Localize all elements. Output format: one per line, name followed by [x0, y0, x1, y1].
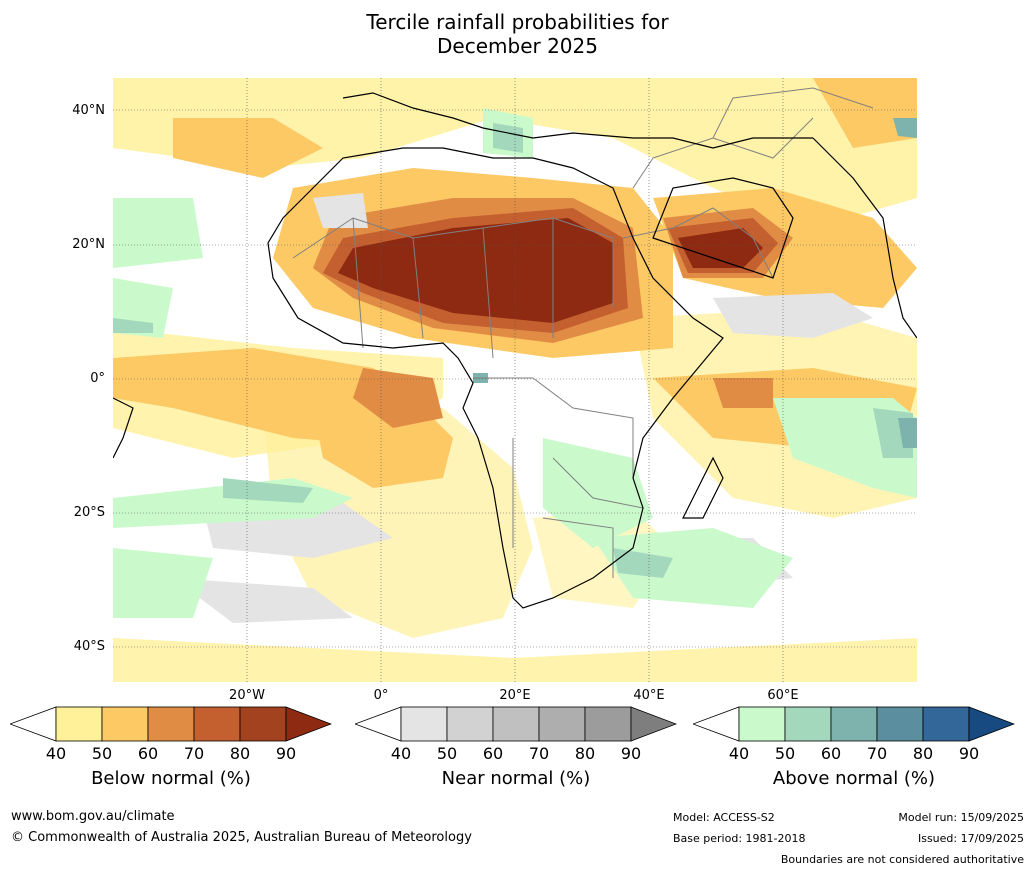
cbar-tick: 50: [774, 744, 796, 763]
footer-model: Model: ACCESS-S2: [673, 811, 775, 824]
lon-label-0: 0°: [373, 688, 389, 703]
footer-url[interactable]: www.bom.gov.au/climate: [11, 809, 175, 824]
country-borders: [292, 87, 874, 578]
title-line-1: Tercile rainfall probabilities for: [366, 10, 669, 34]
cbar-near-box: [492, 706, 540, 742]
colorbar-near-normal: [355, 706, 677, 742]
cbar-near-arrow-left: [355, 706, 402, 742]
lon-label-60e: 60°E: [767, 688, 799, 703]
footer-base-period: Base period: 1981-2018: [673, 832, 806, 845]
cbar-tick: 40: [728, 744, 750, 763]
cbar-below-box: [239, 706, 287, 742]
cbar-tick: 70: [183, 744, 205, 763]
cbar-above-box: [922, 706, 970, 742]
cbar-tick: 80: [574, 744, 596, 763]
colorbar-below-normal: [10, 706, 332, 742]
cbar-below-arrow-right: [285, 706, 332, 742]
cbar-tick: 80: [912, 744, 934, 763]
above-40-50-areas: [113, 108, 917, 618]
below-90-areas: [338, 218, 763, 323]
colorbar-above-normal: [693, 706, 1015, 742]
coastlines: [113, 92, 917, 609]
colorbar-near-label: Near normal (%): [441, 768, 591, 789]
footer-disclaimer: Boundaries are not considered authoritat…: [780, 853, 1024, 866]
cbar-tick: 40: [390, 744, 412, 763]
cbar-below-box: [101, 706, 149, 742]
lat-label-40s: 40°S: [73, 639, 105, 654]
cbar-above-arrow-right: [968, 706, 1015, 742]
colorbar-below-label: Below normal (%): [91, 768, 251, 789]
lat-label-20n: 20°N: [72, 237, 105, 252]
cbar-tick: 90: [275, 744, 297, 763]
cbar-tick: 50: [436, 744, 458, 763]
lon-label-20e: 20°E: [499, 688, 531, 703]
footer-copyright: © Commonwealth of Australia 2025, Austra…: [11, 830, 472, 845]
cbar-above-box: [784, 706, 832, 742]
cbar-below-arrow-left: [10, 706, 57, 742]
cbar-above-box: [738, 706, 786, 742]
cbar-tick: 70: [866, 744, 888, 763]
cbar-near-box: [584, 706, 632, 742]
cbar-above-box: [830, 706, 878, 742]
cbar-near-box: [400, 706, 448, 742]
cbar-tick: 90: [958, 744, 980, 763]
cbar-above-arrow-left: [693, 706, 740, 742]
cbar-below-box: [55, 706, 103, 742]
cbar-near-box: [446, 706, 494, 742]
cbar-tick: 40: [45, 744, 67, 763]
footer-model-run: Model run: 15/09/2025: [898, 811, 1024, 824]
cbar-tick: 50: [91, 744, 113, 763]
lat-label-20s: 20°S: [73, 505, 105, 520]
map-svg: [113, 78, 917, 682]
cbar-tick: 70: [528, 744, 550, 763]
cbar-tick: 80: [229, 744, 251, 763]
lon-label-40e: 40°E: [633, 688, 665, 703]
cbar-tick: 90: [620, 744, 642, 763]
lat-label-0: 0°: [90, 371, 105, 386]
above-60-70-areas: [473, 118, 917, 448]
colorbar-above-label: Above normal (%): [772, 768, 936, 789]
lat-label-40n: 40°N: [72, 103, 105, 118]
graticule: [113, 78, 917, 682]
cbar-near-arrow-right: [630, 706, 677, 742]
title-line-2: December 2025: [437, 34, 598, 58]
cbar-below-box: [147, 706, 195, 742]
rainfall-map: [113, 78, 917, 682]
cbar-below-box: [193, 706, 241, 742]
cbar-tick: 60: [482, 744, 504, 763]
cbar-above-box: [876, 706, 924, 742]
lon-label-20w: 20°W: [229, 688, 265, 703]
cbar-tick: 60: [820, 744, 842, 763]
chart-title: Tercile rainfall probabilities for Decem…: [0, 10, 1035, 58]
cbar-tick: 60: [137, 744, 159, 763]
cbar-near-box: [538, 706, 586, 742]
footer-issued: Issued: 17/09/2025: [917, 832, 1024, 845]
